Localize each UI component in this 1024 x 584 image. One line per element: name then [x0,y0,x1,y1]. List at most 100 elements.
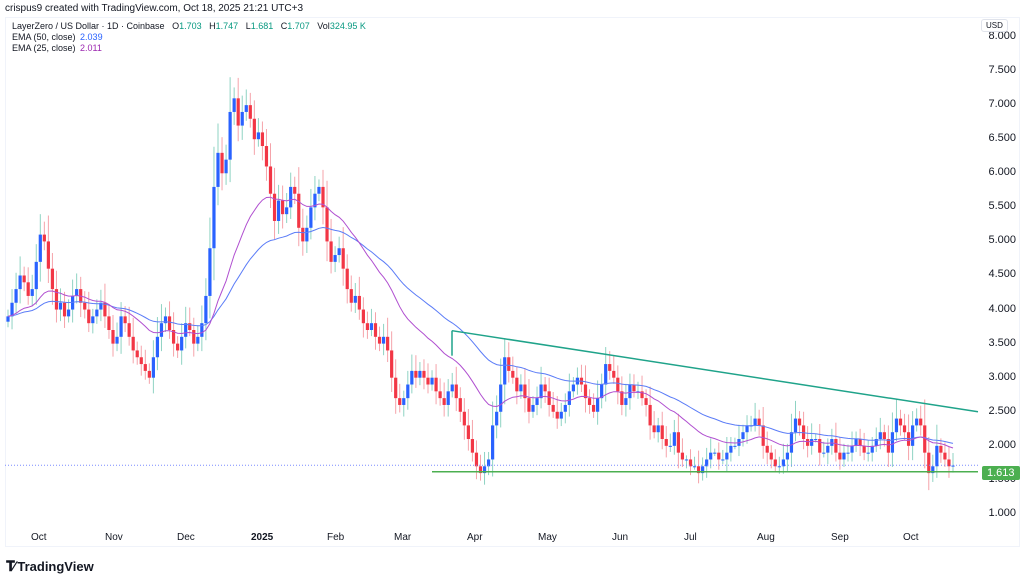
candle-body [717,452,721,460]
candle-body [301,227,305,242]
candle-body [858,439,862,446]
chart-frame [5,17,1020,547]
candle-body [171,330,176,344]
volume-label: Vol [317,21,330,31]
candle-body [155,336,160,358]
candle-body [309,207,313,228]
candle-body [38,234,42,262]
candle-body [870,445,874,453]
candle-body [329,241,333,262]
candle-body [571,384,575,392]
candle-body [491,425,495,460]
candle-body [495,411,499,426]
ema50-legend[interactable]: EMA (50, close) 2.039 [12,32,366,43]
candle-body [503,357,507,385]
candle-body [438,391,442,399]
x-tick-label: 2025 [251,532,274,543]
candle-body [325,207,329,242]
candle-body [478,466,483,474]
candle-body [357,295,361,310]
candle-body [107,316,111,331]
candle-body [535,398,539,405]
candle-body [624,398,628,405]
candle-body [486,459,491,467]
x-tick-label: Apr [467,532,483,543]
candle-body [725,452,729,460]
candle-body [612,370,616,378]
candle-body [854,439,858,446]
candle-body [159,323,164,337]
candle-body [446,391,450,405]
tradingview-logo-text: TradingView [17,559,94,574]
candle-body [563,404,567,412]
candle-body [628,384,632,399]
currency-badge[interactable]: USD [981,19,1008,32]
candle-body [147,370,151,378]
candle-body [559,411,563,419]
tradingview-logo[interactable]: 𝐓∕ TradingView [6,558,94,575]
y-tick-label: 3.000 [988,370,1016,383]
candle-body [244,105,248,112]
y-tick-label: 3.500 [988,336,1016,349]
candle-body [753,418,757,426]
candle-body [349,289,353,303]
candle-body [951,465,955,467]
candle-body [321,186,325,208]
candle-body [167,316,172,331]
ema25-legend[interactable]: EMA (25, close) 2.011 [12,43,366,54]
candle-body [923,425,927,453]
candle-body [163,316,168,324]
candle-body [583,384,588,399]
x-tick-label: Oct [903,532,919,543]
candle-body [745,425,749,433]
candle-body [10,302,14,317]
candle-body [482,466,487,474]
candle-body [422,370,426,378]
candle-body [119,316,123,337]
candle-body [523,384,527,399]
chart-legend: LayerZero / US Dollar · 1D · Coinbase O 1… [12,21,366,54]
candle-body [850,445,854,453]
candle-body [228,111,232,160]
candle-body [34,261,38,290]
x-tick-label: Nov [105,532,123,543]
x-tick-label: Dec [177,532,195,543]
ema25-label: EMA (25, close) [12,43,76,53]
candle-body [95,309,99,317]
candle-body [842,452,846,460]
candle-body [268,166,273,194]
candle-body [757,418,761,426]
candle-body [567,391,571,405]
candle-body [701,466,705,474]
candle-body [66,309,71,317]
x-tick-label: May [538,532,557,543]
close-label: C [280,21,288,31]
candle-body [184,323,188,337]
candle-body [890,432,895,453]
candle-body [204,295,208,324]
ema50-label: EMA (50, close) [12,32,76,42]
candle-body [705,459,709,467]
candle-body [672,432,676,446]
candle-body [305,227,309,242]
candle-body [539,384,543,399]
candle-body [789,432,794,453]
high-value: 1.747 [215,21,239,31]
candle-body [834,439,838,453]
candle-body [240,111,244,126]
candle-body [42,234,46,242]
open-label: O [172,21,180,31]
candle-body [313,193,317,208]
y-tick-label: 4.000 [988,302,1016,315]
candle-body [882,432,886,440]
ema25-line [7,196,954,449]
candle-body [192,330,196,344]
candle-body [442,398,446,405]
candle-body [337,248,341,256]
candle-body [866,452,870,454]
symbol-title[interactable]: LayerZero / US Dollar · 1D · Coinbase [12,21,165,31]
candle-body [410,370,414,385]
candle-body [822,452,826,454]
y-tick-label: 2.000 [988,438,1016,451]
